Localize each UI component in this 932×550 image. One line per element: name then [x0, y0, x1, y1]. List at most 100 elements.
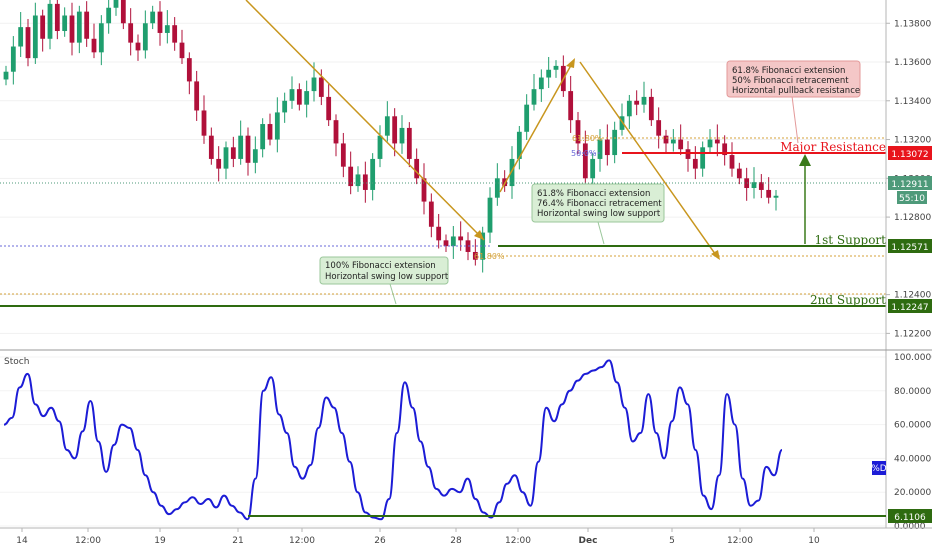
candle-body — [619, 116, 625, 130]
candle-body — [604, 139, 610, 156]
candle-body — [113, 0, 119, 8]
candle-body — [766, 189, 772, 198]
candle-body — [700, 147, 706, 169]
candle-body — [612, 129, 618, 156]
candle-body — [546, 69, 552, 78]
time-tick-label: 12:00 — [505, 536, 531, 546]
candle-body — [450, 236, 456, 247]
candle-body — [678, 139, 684, 150]
second-support-price-tag-text: 1.12247 — [891, 303, 928, 313]
candle-body — [32, 15, 38, 59]
candle-body — [773, 195, 779, 198]
candle-body — [406, 127, 412, 159]
resistance-price-tag-text: 1.13072 — [891, 150, 928, 160]
candle-body — [282, 100, 288, 113]
candle-body — [670, 139, 676, 144]
candle-body — [634, 100, 640, 105]
candle-body — [648, 96, 654, 121]
candle-body — [707, 139, 713, 148]
second-support-callout-pointer — [389, 283, 397, 305]
candle-body — [106, 7, 112, 24]
first-support-price-tag — [888, 239, 932, 253]
candle-body — [714, 139, 720, 144]
candle-body — [333, 120, 339, 144]
candle-body — [399, 127, 405, 144]
candle-body — [436, 226, 442, 241]
indicator-tick-label: 80.0000 — [894, 387, 931, 397]
candle-body — [326, 96, 332, 121]
candle-body — [751, 182, 757, 189]
candle-body — [524, 104, 530, 132]
candle-body — [722, 143, 728, 156]
first-support-callout-pointer — [597, 221, 605, 245]
candle-body — [267, 124, 273, 140]
indicator-tick-label: 60.0000 — [894, 421, 931, 431]
candle-body — [729, 155, 735, 169]
candle-body — [172, 25, 178, 43]
candle-body — [597, 139, 603, 159]
candle-body — [692, 158, 698, 169]
candle-body — [414, 158, 420, 179]
candle-body — [421, 178, 427, 202]
price-tick-label: 1.12400 — [894, 291, 931, 301]
candle-body — [47, 3, 53, 39]
second-support-callout-box — [319, 256, 449, 285]
candle-body — [289, 89, 295, 101]
candle-body — [531, 89, 537, 105]
candle-body — [472, 251, 478, 260]
time-axis[interactable]: 14 12:00 19 21 12:00 26 28 12:00 Dec 5 12:00 10 — [16, 528, 820, 546]
stochastic-line — [3, 359, 783, 521]
candle-body — [304, 91, 310, 105]
first-support-callout-line-2: 76.4% Fibonacci retracement — [537, 199, 662, 209]
resistance-callout-box — [726, 60, 861, 98]
indicator-axis[interactable]: 100.0000 80.0000 60.0000 40.0000 20.0000 0.00… — [894, 353, 932, 532]
candle-body — [663, 135, 669, 144]
candle-body — [370, 158, 376, 190]
candle-body — [10, 46, 16, 72]
first-support-callout-line-1: 61.8% Fibonacci extension — [537, 189, 650, 199]
candle-body — [208, 135, 214, 159]
time-tick-label: 26 — [374, 536, 386, 546]
candle-body — [179, 42, 185, 59]
time-tick-label: 14 — [16, 536, 28, 546]
resistance-price-tag — [888, 146, 932, 160]
candle-body — [252, 149, 258, 163]
candle-body — [25, 27, 31, 59]
first-support-callout-box — [531, 183, 665, 223]
time-tick-label: 5 — [669, 536, 675, 546]
stochastic-series-tag — [872, 461, 886, 475]
candle-body — [3, 71, 9, 80]
indicator-tick-label: 40.0000 — [894, 454, 931, 464]
candle-body — [186, 58, 192, 82]
price-tick-label: 1.13200 — [894, 136, 931, 146]
candle-body — [736, 168, 742, 179]
candle-body — [230, 147, 236, 159]
candle-body — [377, 135, 383, 159]
candle-body — [40, 15, 46, 39]
candle-body — [509, 158, 515, 187]
major-resistance-label: Major Resistance — [780, 140, 886, 154]
candle-body — [480, 232, 486, 260]
second-support-callout-line-2: Horizontal swing low support — [325, 272, 449, 282]
candle-body — [348, 166, 354, 187]
uptrend-arrow-line — [499, 59, 575, 193]
resistance-callout-line-3: Horizontal pullback resistance — [732, 86, 860, 96]
last-price-tag — [888, 176, 932, 190]
stochastic-support-tag-text: 6.1106 — [894, 513, 926, 523]
time-tick-label: 19 — [154, 536, 166, 546]
stochastic-support-tag — [888, 509, 932, 523]
candle-body — [84, 11, 90, 39]
resistance-callout-line-1: 61.8% Fibonacci extension — [732, 66, 845, 76]
candle-body — [318, 77, 324, 97]
candle-body — [355, 174, 361, 187]
stochastic-series-tag-text: %D — [871, 464, 887, 474]
resistance-callout-line-2: 50% Fibonacci retracement — [732, 76, 849, 86]
candle-body — [568, 91, 574, 121]
candle-body — [76, 11, 82, 43]
candle-body — [311, 77, 317, 92]
second-support-callout-line-1: 100% Fibonacci extension — [325, 261, 436, 271]
candle-body — [223, 147, 229, 169]
candle-body — [443, 240, 449, 247]
candle-body — [157, 11, 163, 33]
